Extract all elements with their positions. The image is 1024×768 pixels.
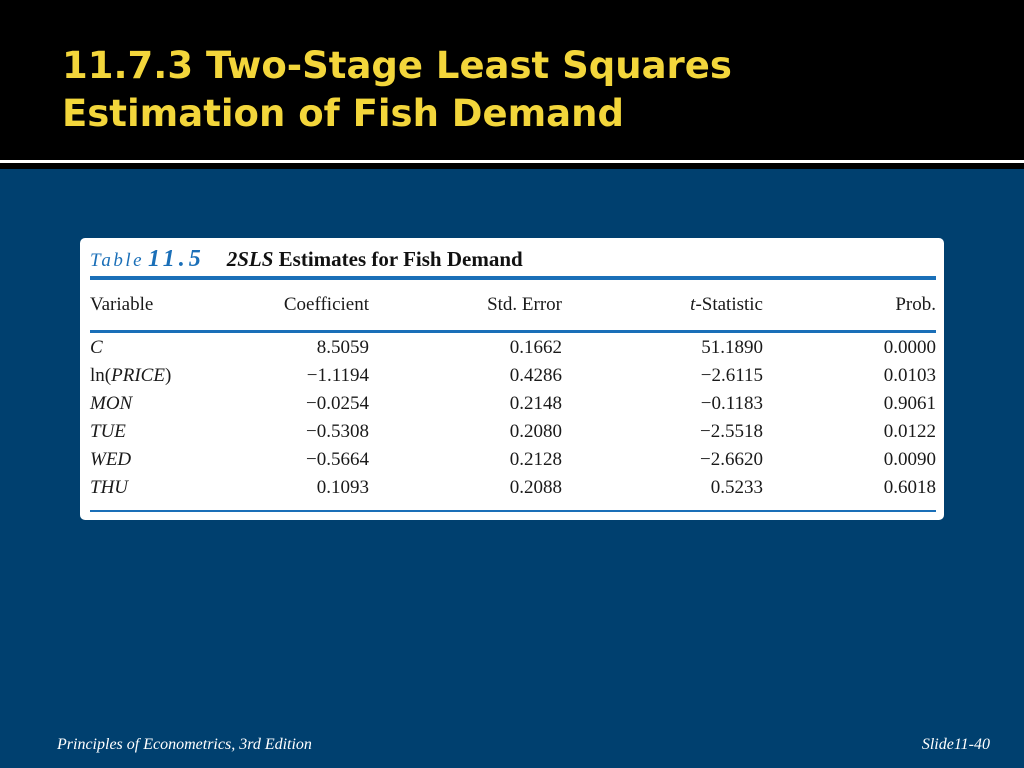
table-title: 2SLS Estimates for Fish Demand bbox=[227, 247, 523, 272]
table-top-rule bbox=[90, 276, 936, 280]
footer-slide-number: Slide11-40 bbox=[921, 736, 990, 753]
variable-name: WED bbox=[90, 449, 132, 470]
header-coefficient: Coefficient bbox=[283, 294, 369, 315]
row-coefficient: 8.5059 bbox=[316, 337, 369, 358]
row-std-error: 0.2080 bbox=[509, 421, 562, 442]
row-t-statistic: −2.5518 bbox=[700, 421, 763, 442]
row-variable: TUE bbox=[90, 418, 126, 446]
row-prob: 0.0000 bbox=[883, 337, 936, 358]
table-row: C 8.5059 0.1662 51.1890 0.0000 bbox=[90, 334, 936, 362]
variable-name: C bbox=[90, 337, 103, 358]
row-coefficient: −0.5308 bbox=[306, 421, 369, 442]
table-caption: Table 11.5 2SLS Estimates for Fish Deman… bbox=[90, 246, 523, 272]
header-std-error: Std. Error bbox=[487, 294, 562, 315]
header-prob: Prob. bbox=[895, 294, 936, 315]
row-variable: C bbox=[90, 334, 103, 362]
footer-book-title: Principles of Econometrics, 3rd Edition bbox=[57, 736, 312, 753]
row-variable: ln(PRICE) bbox=[90, 362, 171, 390]
table-label-word: Table bbox=[90, 250, 145, 271]
row-prob: 0.9061 bbox=[883, 393, 936, 414]
row-std-error: 0.2148 bbox=[509, 393, 562, 414]
table-row: ln(PRICE) −1.1194 0.4286 −2.6115 0.0103 bbox=[90, 362, 936, 390]
row-coefficient: 0.1093 bbox=[316, 477, 369, 498]
variable-suffix: ) bbox=[164, 365, 172, 386]
slide-title-line-2: Estimation of Fish Demand bbox=[62, 92, 624, 135]
header-t-italic: t bbox=[690, 294, 696, 315]
row-prob: 0.0090 bbox=[883, 449, 936, 470]
row-t-statistic: −2.6620 bbox=[700, 449, 763, 470]
table-row: THU 0.1093 0.2088 0.5233 0.6018 bbox=[90, 474, 936, 502]
row-t-statistic: 0.5233 bbox=[710, 477, 763, 498]
row-prob: 0.0103 bbox=[883, 365, 936, 386]
slide-header: 11.7.3 Two-Stage Least Squares Estimatio… bbox=[0, 0, 1024, 160]
table-row: WED −0.5664 0.2128 −2.6620 0.0090 bbox=[90, 446, 936, 474]
header-divider-white bbox=[0, 160, 1024, 163]
table-bottom-rule bbox=[90, 510, 936, 512]
variable-name: MON bbox=[90, 393, 133, 414]
slide-title: 11.7.3 Two-Stage Least Squares Estimatio… bbox=[62, 42, 732, 138]
header-variable: Variable bbox=[90, 294, 154, 315]
variable-name: THU bbox=[90, 477, 129, 498]
row-std-error: 0.2128 bbox=[509, 449, 562, 470]
row-variable: WED bbox=[90, 446, 131, 474]
header-divider-black bbox=[0, 163, 1024, 169]
variable-prefix: ln( bbox=[90, 365, 112, 386]
table-title-method: 2SLS bbox=[226, 247, 274, 271]
slide-title-line-1: 11.7.3 Two-Stage Least Squares bbox=[62, 44, 732, 87]
row-prob: 0.0122 bbox=[883, 421, 936, 442]
row-coefficient: −0.0254 bbox=[306, 393, 369, 414]
table-figure: Table 11.5 2SLS Estimates for Fish Deman… bbox=[80, 238, 944, 520]
row-std-error: 0.1662 bbox=[509, 337, 562, 358]
row-coefficient: −1.1194 bbox=[306, 365, 369, 386]
header-t-statistic: t-Statistic bbox=[690, 291, 763, 319]
row-variable: MON bbox=[90, 390, 132, 418]
row-std-error: 0.4286 bbox=[509, 365, 562, 386]
table-label-number: 11.5 bbox=[148, 246, 205, 272]
table-header-rule bbox=[90, 330, 936, 333]
row-coefficient: −0.5664 bbox=[306, 449, 369, 470]
row-std-error: 0.2088 bbox=[509, 477, 562, 498]
row-prob: 0.6018 bbox=[883, 477, 936, 498]
variable-name: PRICE bbox=[111, 365, 165, 386]
row-variable: THU bbox=[90, 474, 128, 502]
table-row: MON −0.0254 0.2148 −0.1183 0.9061 bbox=[90, 390, 936, 418]
row-t-statistic: −0.1183 bbox=[700, 393, 763, 414]
table-row: TUE −0.5308 0.2080 −2.5518 0.0122 bbox=[90, 418, 936, 446]
row-t-statistic: −2.6115 bbox=[700, 365, 763, 386]
table-header-row: Variable Coefficient Std. Error t-Statis… bbox=[90, 291, 936, 319]
row-t-statistic: 51.1890 bbox=[701, 337, 763, 358]
header-t-rest: -Statistic bbox=[695, 294, 763, 315]
variable-name: TUE bbox=[90, 421, 126, 442]
table-title-text: Estimates for Fish Demand bbox=[273, 247, 523, 271]
